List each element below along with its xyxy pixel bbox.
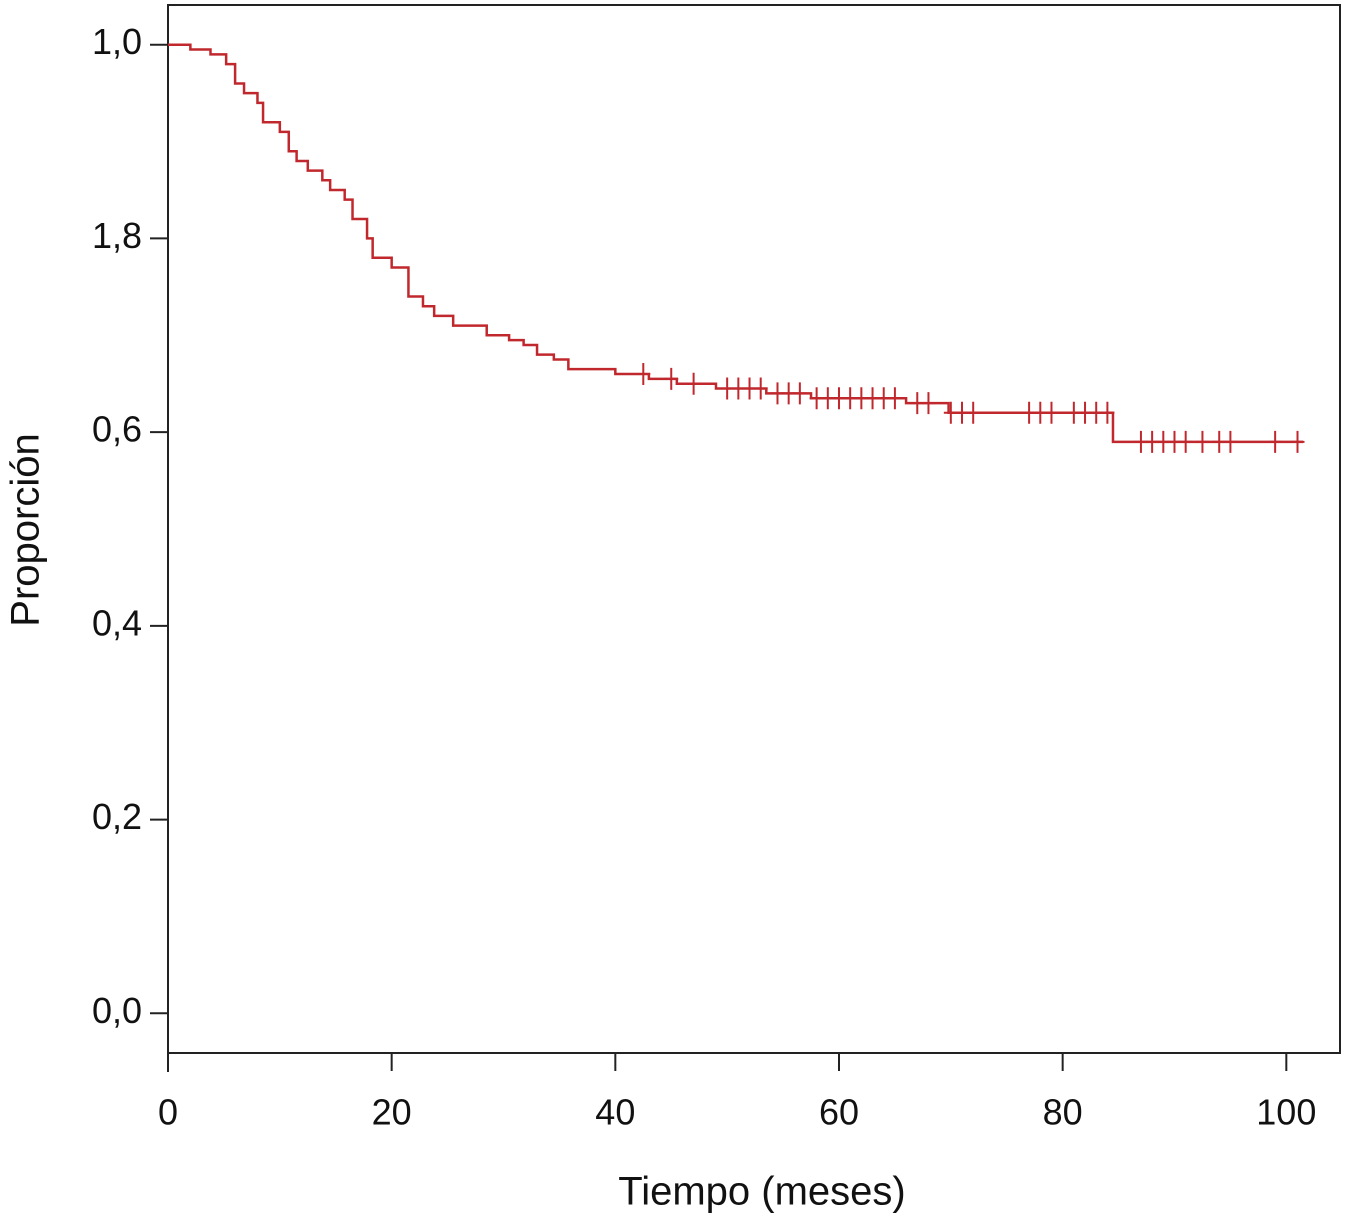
x-tick-label: 40 [595, 1092, 635, 1133]
censor-mark [686, 372, 701, 395]
censor-mark [753, 377, 768, 400]
censor-mark [1268, 430, 1283, 453]
censor-mark [664, 367, 679, 390]
x-axis-title: Tiempo (meses) [618, 1170, 905, 1214]
y-tick-label: 0,2 [92, 796, 142, 837]
y-tick-label: 0,0 [92, 990, 142, 1031]
censor-mark [1290, 430, 1305, 453]
x-tick-label: 80 [1043, 1092, 1083, 1133]
censor-mark [1195, 430, 1210, 453]
plot-frame [167, 4, 1341, 1054]
y-tick-label: 1,0 [92, 21, 142, 62]
censor-mark [1178, 430, 1193, 453]
y-tick-label: 1,8 [92, 215, 142, 256]
censor-mark [966, 401, 981, 424]
censor-mark [792, 382, 807, 405]
x-tick-label: 20 [372, 1092, 412, 1133]
censor-mark [1223, 430, 1238, 453]
censor-mark [1044, 401, 1059, 424]
survival-curve [168, 43, 1304, 444]
censor-mark [887, 387, 902, 410]
x-tick-label: 100 [1256, 1092, 1316, 1133]
y-tick-label: 0,4 [92, 602, 142, 643]
y-tick-label: 0,6 [92, 409, 142, 450]
x-tick-label: 0 [158, 1092, 178, 1133]
x-tick-label: 60 [819, 1092, 859, 1133]
censor-mark [921, 392, 936, 415]
censor-mark [636, 363, 651, 386]
censor-mark [1100, 401, 1115, 424]
y-axis-title: Proporción [4, 433, 48, 626]
